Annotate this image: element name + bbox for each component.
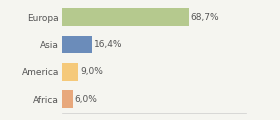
Bar — [62, 63, 78, 81]
Text: 16,4%: 16,4% — [94, 40, 122, 49]
Bar — [62, 36, 92, 53]
Bar — [62, 90, 73, 108]
Text: 6,0%: 6,0% — [74, 95, 97, 104]
Text: 68,7%: 68,7% — [190, 13, 219, 22]
Bar — [62, 8, 188, 26]
Text: 9,0%: 9,0% — [80, 67, 103, 76]
